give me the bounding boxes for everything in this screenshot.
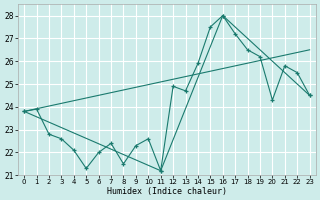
X-axis label: Humidex (Indice chaleur): Humidex (Indice chaleur) <box>107 187 227 196</box>
